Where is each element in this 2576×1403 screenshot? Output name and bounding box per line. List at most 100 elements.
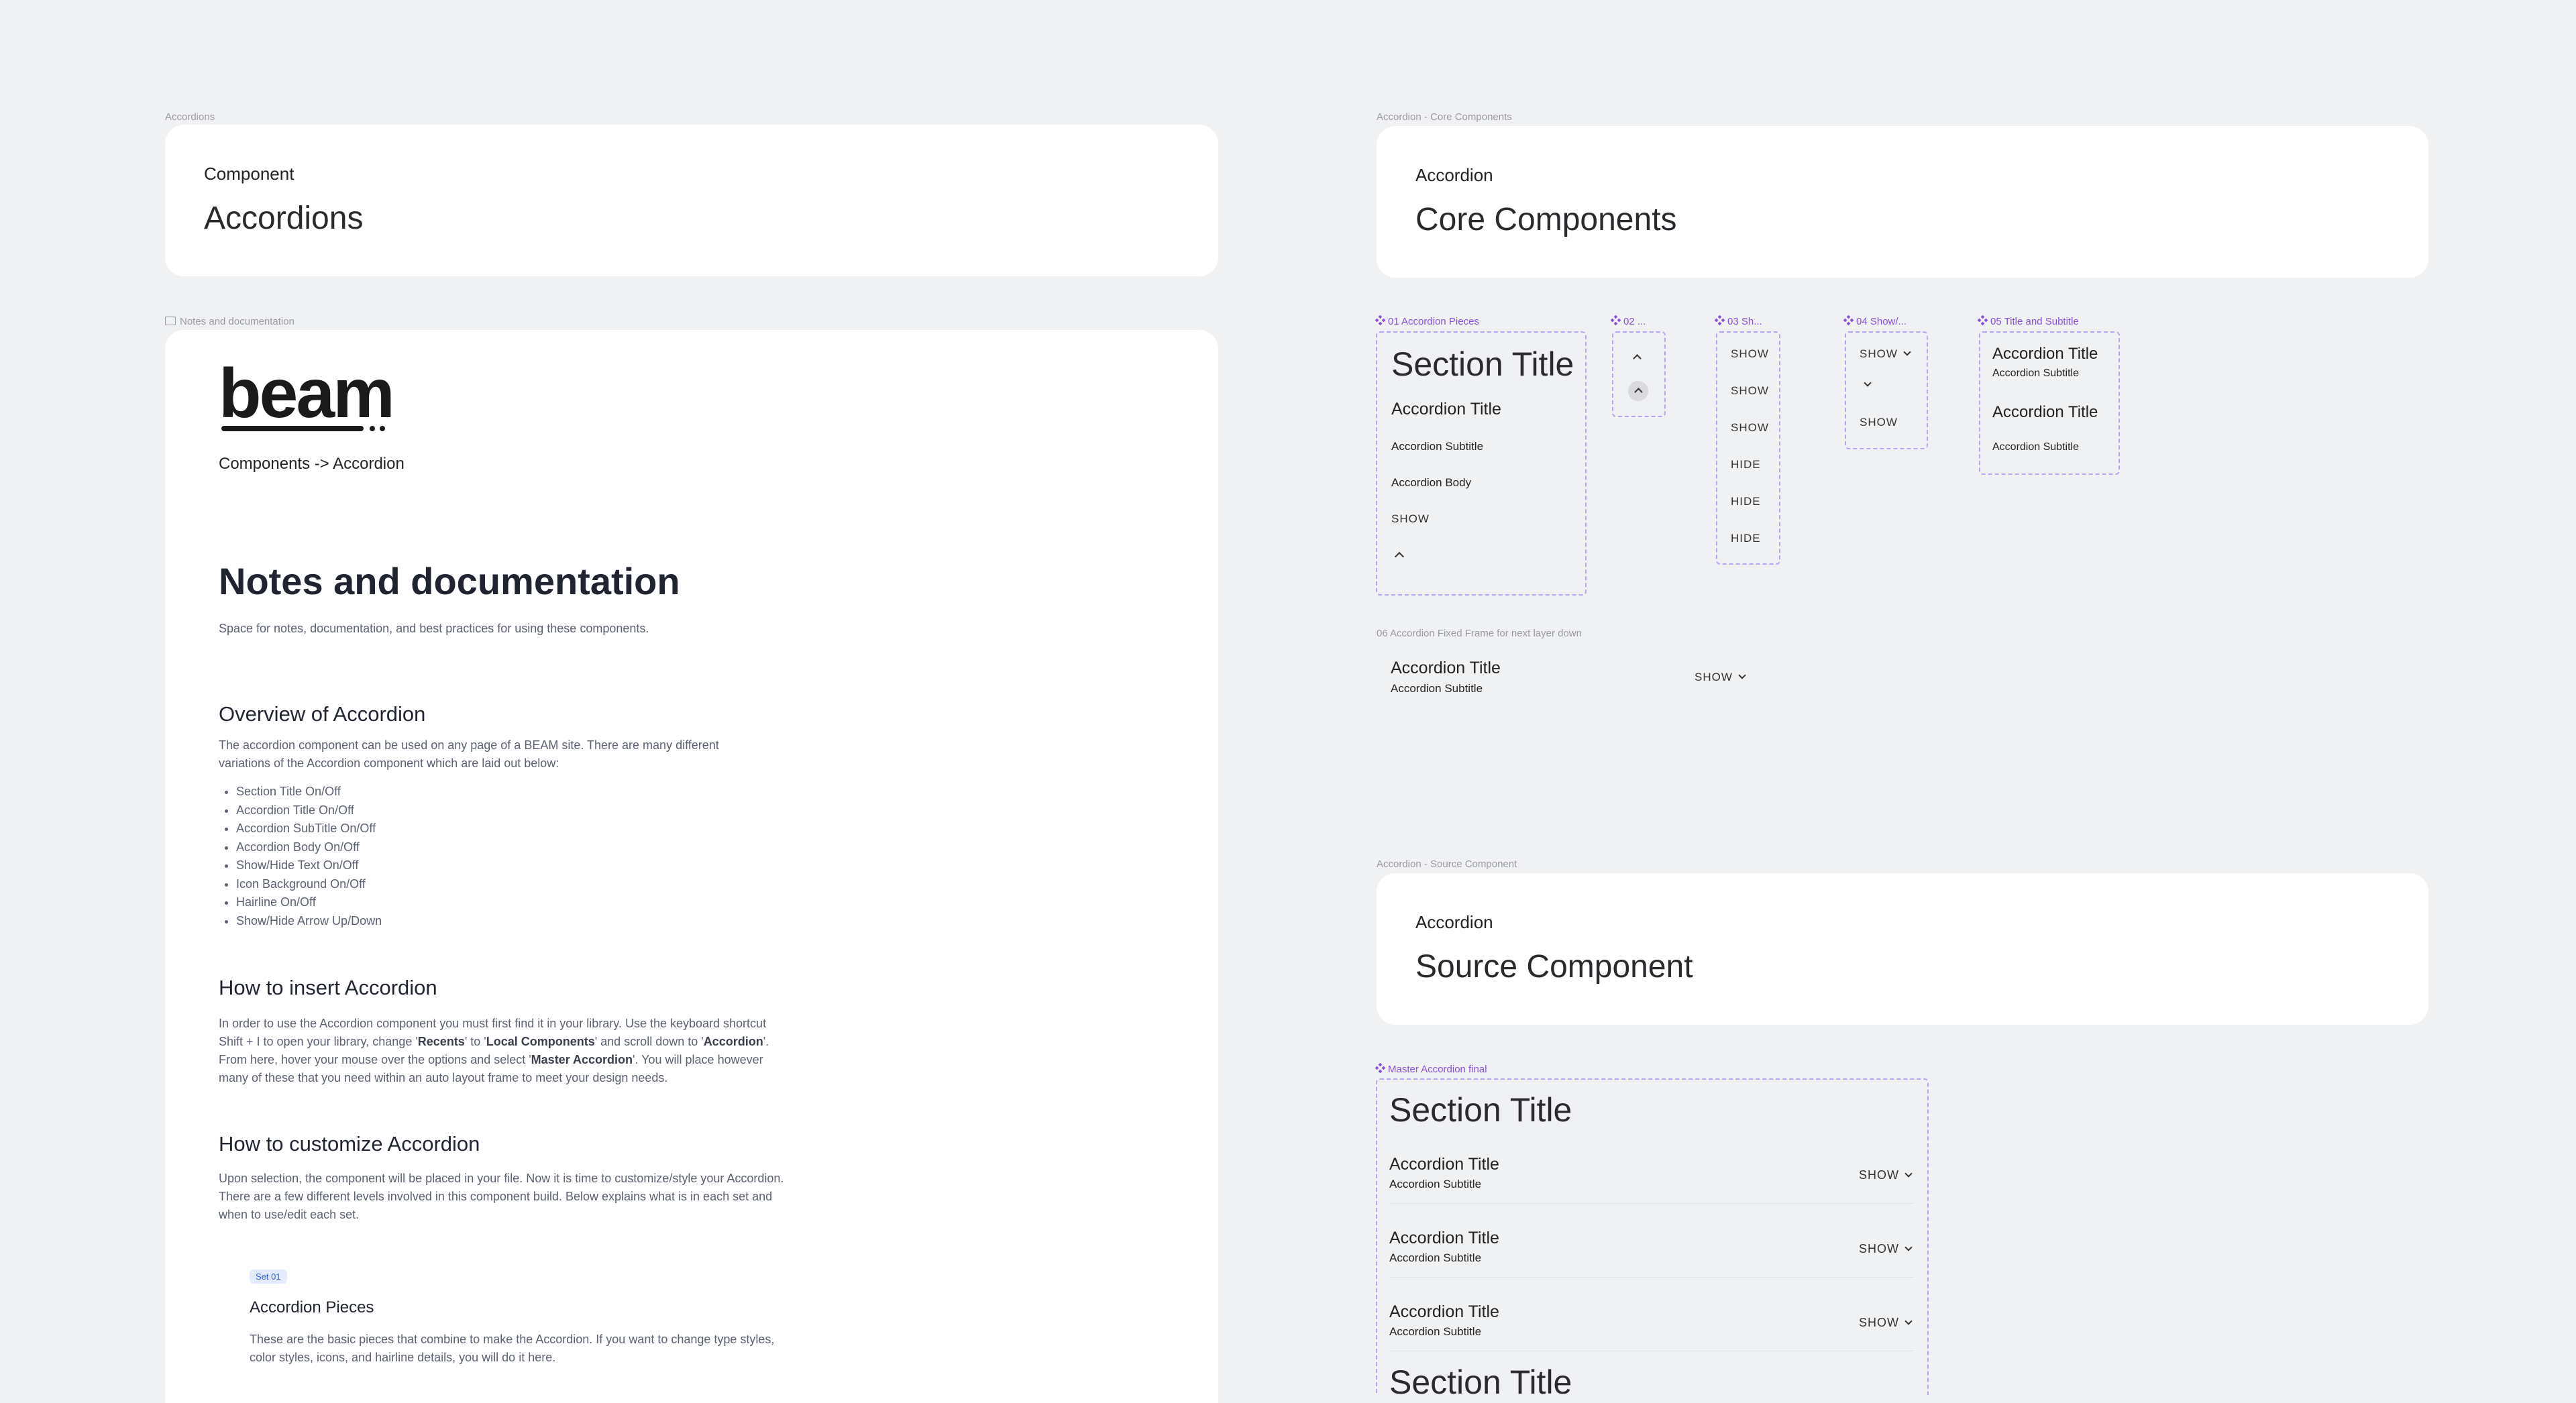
accordion-fixed-frame[interactable]: Accordion Title Accordion Subtitle SHOW	[1377, 651, 1766, 704]
accordion-title: Accordion Title	[1389, 1155, 1499, 1174]
frame-label-notes[interactable]: Notes and documentation	[165, 316, 294, 327]
section-title: Section Title	[1389, 1091, 1572, 1129]
overview-list-item: Accordion Body On/Off	[236, 838, 382, 857]
component-icon	[1375, 1063, 1386, 1074]
section-title: Section Title	[1391, 345, 1574, 383]
page-subtitle: Space for notes, documentation, and best…	[219, 622, 649, 635]
frame-label-text: Notes and documentation	[180, 316, 294, 327]
accordion-title: Accordion Title	[1391, 400, 1501, 418]
notes-documentation-card: beam Components -> Accordion Notes and d…	[165, 330, 1218, 1403]
beam-logo-dot	[370, 426, 375, 431]
accordion-title: Accordion Title	[1389, 1229, 1499, 1247]
accordion-title: Accordion Title	[1992, 403, 2098, 421]
accordion-title: Accordion Title	[1992, 345, 2098, 363]
accordion-pieces-frame[interactable]: Section Title Accordion Title Accordion …	[1376, 331, 1587, 596]
accordion-subtitle: Accordion Subtitle	[1389, 1251, 1482, 1264]
component-label-05[interactable]: 05 Title and Subtitle	[1979, 316, 2079, 327]
overview-list-item: Hairline On/Off	[236, 893, 382, 912]
set-heading: Accordion Pieces	[250, 1298, 374, 1316]
component-icon	[1611, 315, 1621, 326]
accordion-subtitle: Accordion Subtitle	[1992, 441, 2079, 453]
overview-list-item: Show/Hide Arrow Up/Down	[236, 912, 382, 931]
show-toggle-frame[interactable]: SHOW SHOW	[1845, 331, 1928, 449]
chevron-down-icon	[1903, 348, 1911, 356]
accordion-subtitle: Accordion Subtitle	[1391, 682, 1483, 695]
overview-list-item: Show/Hide Text On/Off	[236, 856, 382, 875]
hairline	[1389, 1277, 1914, 1278]
overview-heading: Overview of Accordion	[219, 702, 426, 726]
accordion-row[interactable]: Accordion Title Accordion Subtitle SHOW	[1389, 1148, 1914, 1215]
accordions-header-card: Component Accordions	[165, 125, 1218, 276]
accordion-title: Accordion Title	[1389, 1302, 1499, 1321]
source-component-card: Accordion Source Component	[1377, 873, 2428, 1025]
show-text: SHOW	[1860, 416, 1898, 429]
show-toggle[interactable]: SHOW	[1859, 1168, 1913, 1182]
chevron-down-icon	[1864, 379, 1872, 392]
chevron-up-circle-icon	[1628, 381, 1648, 401]
accordion-subtitle: Accordion Subtitle	[1389, 1325, 1482, 1338]
accordion-body: Accordion Body	[1391, 476, 1472, 489]
component-label-01[interactable]: 01 Accordion Pieces	[1377, 316, 1479, 327]
overview-list: Section Title On/OffAccordion Title On/O…	[219, 783, 382, 930]
accordion-title: Accordion Title	[1391, 659, 1501, 677]
component-label-master[interactable]: Master Accordion final	[1377, 1064, 1487, 1075]
accordion-subtitle: Accordion Subtitle	[1992, 368, 2079, 379]
frame-label-fixed[interactable]: 06 Accordion Fixed Frame for next layer …	[1377, 628, 1582, 639]
card-eyebrow: Accordion	[1415, 165, 1493, 185]
show-hide-text: HIDE	[1731, 532, 1761, 545]
master-accordion-frame[interactable]: Section Title Accordion Title Accordion …	[1376, 1078, 1929, 1401]
accordion-row[interactable]: Accordion Title Accordion Subtitle SHOW	[1389, 1296, 1914, 1363]
show-hide-text-frame[interactable]: SHOW SHOW SHOW HIDE HIDE HIDE	[1716, 331, 1780, 565]
component-icon	[1843, 315, 1854, 326]
breadcrumb: Components -> Accordion	[219, 455, 405, 473]
customize-heading: How to customize Accordion	[219, 1132, 480, 1156]
frame-label-core[interactable]: Accordion - Core Components	[1377, 111, 1512, 123]
card-eyebrow: Component	[204, 164, 294, 184]
overview-list-item: Section Title On/Off	[236, 783, 382, 801]
component-icon	[1715, 315, 1725, 326]
show-toggle: SHOW	[1860, 347, 1911, 361]
card-title: Source Component	[1415, 949, 1693, 985]
chevron-up-icon	[1633, 353, 1642, 365]
icon-variants-frame[interactable]	[1612, 331, 1666, 417]
page-title: Notes and documentation	[219, 560, 680, 602]
customize-text: Upon selection, the component will be pl…	[219, 1172, 784, 1221]
core-components-card: Accordion Core Components	[1377, 126, 2428, 278]
accordion-subtitle: Accordion Subtitle	[1391, 440, 1484, 453]
accordion-subtitle: Accordion Subtitle	[1389, 1178, 1482, 1190]
component-label-02[interactable]: 02 ...	[1612, 316, 1646, 327]
insert-heading: How to insert Accordion	[219, 976, 437, 999]
insert-text: In order to use the Accordion component …	[219, 1017, 769, 1084]
overview-text: The accordion component can be used on a…	[219, 738, 719, 770]
section-title: Section Title	[1389, 1363, 1572, 1401]
accordion-row[interactable]: Accordion Title Accordion Subtitle SHOW	[1389, 1222, 1914, 1289]
overview-list-item: Icon Background On/Off	[236, 875, 382, 894]
show-toggle[interactable]: SHOW	[1859, 1316, 1913, 1330]
show-toggle[interactable]: SHOW	[1859, 1242, 1913, 1256]
component-label-03[interactable]: 03 Sh...	[1716, 316, 1762, 327]
show-toggle[interactable]: SHOW	[1695, 671, 1746, 684]
beam-logo: beam	[219, 355, 395, 433]
component-label-04[interactable]: 04 Show/...	[1845, 316, 1907, 327]
component-icon	[1375, 315, 1386, 326]
show-hide-text: HIDE	[1731, 458, 1761, 471]
card-eyebrow: Accordion	[1415, 912, 1493, 932]
frame-label-source[interactable]: Accordion - Source Component	[1377, 858, 1517, 870]
title-subtitle-frame[interactable]: Accordion Title Accordion Subtitle Accor…	[1979, 331, 2120, 475]
frame-label-accordions[interactable]: Accordions	[165, 111, 215, 123]
overview-list-item: Accordion Title On/Off	[236, 801, 382, 820]
show-hide-text: HIDE	[1731, 495, 1761, 508]
card-title: Core Components	[1415, 202, 1677, 237]
frame-icon	[165, 317, 176, 325]
show-label: SHOW	[1391, 512, 1430, 525]
beam-logo-underline	[221, 426, 364, 431]
show-hide-text: SHOW	[1731, 384, 1769, 397]
card-title: Accordions	[204, 201, 364, 236]
beam-logo-dot	[380, 426, 385, 431]
overview-list-item: Accordion SubTitle On/Off	[236, 820, 382, 838]
chevron-down-icon	[1904, 1243, 1913, 1251]
show-hide-text: SHOW	[1731, 421, 1769, 434]
chevron-down-icon	[1904, 1317, 1913, 1325]
chevron-down-icon	[1904, 1170, 1913, 1178]
set-badge: Set 01	[250, 1270, 287, 1284]
